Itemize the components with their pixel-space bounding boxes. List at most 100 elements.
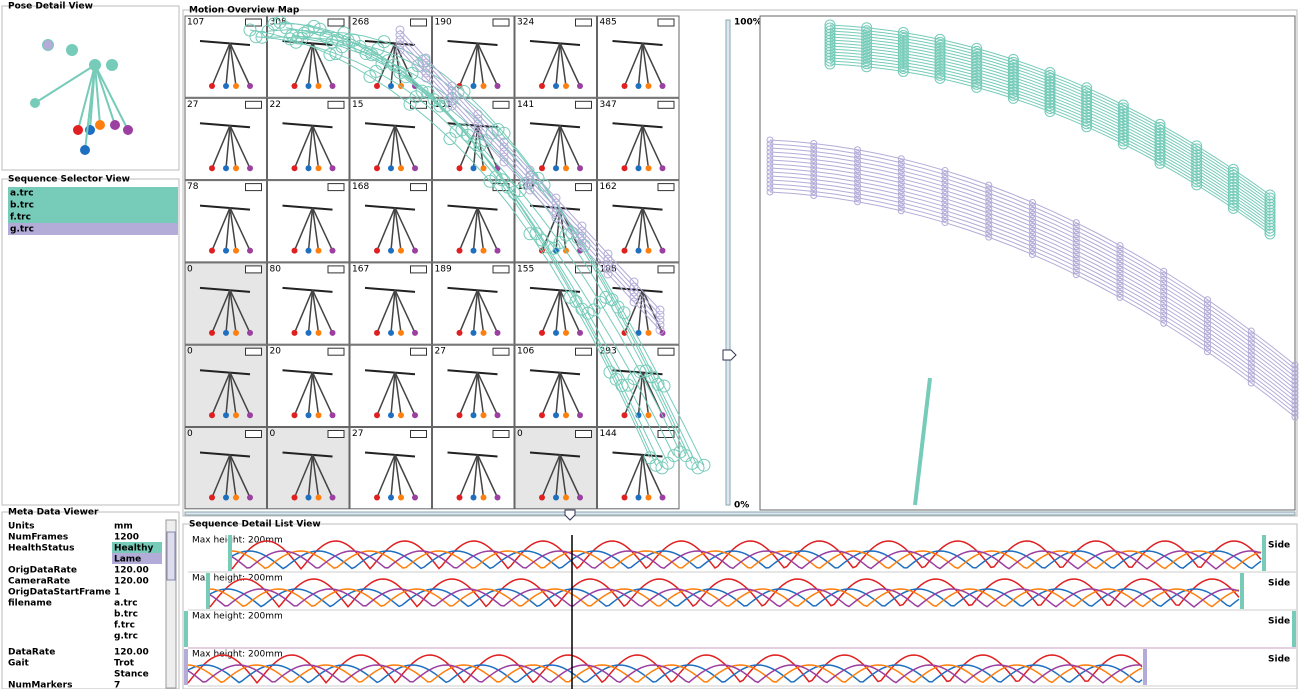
meta-value: Trot <box>114 659 135 669</box>
row-side: Side <box>1268 541 1290 551</box>
meta-key: OrigDataStartFrame <box>8 588 111 598</box>
cell-count: 0 <box>187 264 193 274</box>
skeleton-foot <box>374 495 380 501</box>
cell-count: 190 <box>435 18 452 28</box>
skeleton-foot <box>412 495 418 501</box>
skeleton-foot <box>481 330 487 336</box>
cell-indicator <box>576 431 592 438</box>
meta-value: Healthy <box>114 544 154 554</box>
skeleton-foot <box>412 248 418 254</box>
cell-indicator <box>411 19 427 26</box>
cell-count: 78 <box>187 182 199 192</box>
cell-count: 22 <box>270 100 281 110</box>
skeleton-foot <box>247 83 253 89</box>
cell-indicator <box>493 431 509 438</box>
cell-count: 162 <box>600 182 617 192</box>
cell-indicator <box>246 184 262 191</box>
pose-foot <box>30 98 40 108</box>
selector-item: g.trc <box>10 225 34 235</box>
skeleton-foot <box>209 248 215 254</box>
row-start-bar <box>184 611 188 647</box>
cell-count: 0 <box>187 347 193 357</box>
cell-indicator <box>328 348 344 355</box>
cell-indicator <box>328 101 344 108</box>
skeleton-foot <box>388 330 394 336</box>
skeleton-foot <box>316 165 322 171</box>
skeleton-foot <box>471 165 477 171</box>
cell-count: 27 <box>187 100 198 110</box>
skeleton-foot <box>306 330 312 336</box>
meta-value: f.trc <box>114 621 135 631</box>
skeleton-foot <box>233 165 239 171</box>
skeleton-foot <box>330 83 336 89</box>
cell-count: 27 <box>435 347 446 357</box>
meta-value: 120.00 <box>114 566 149 576</box>
skeleton-foot <box>398 330 404 336</box>
cell-indicator <box>328 266 344 273</box>
cell-indicator <box>328 431 344 438</box>
skeleton-foot <box>388 83 394 89</box>
skeleton-foot <box>622 248 628 254</box>
meta-key: filename <box>8 599 52 609</box>
skeleton-foot <box>306 165 312 171</box>
meta-key: NumMarkers <box>8 681 72 689</box>
skeleton-foot <box>457 495 463 501</box>
cell-count: 106 <box>517 347 534 357</box>
skeleton-foot <box>636 248 642 254</box>
row-start-bar <box>228 535 232 571</box>
skeleton-foot <box>636 165 642 171</box>
row-label: Max height: 200mm <box>192 650 283 660</box>
skeleton-foot <box>247 412 253 418</box>
skeleton-foot <box>553 495 559 501</box>
skeleton-foot <box>292 165 298 171</box>
skeleton-foot <box>471 330 477 336</box>
meta-value: b.trc <box>114 610 138 620</box>
cell-indicator <box>658 19 674 26</box>
cell-count: 167 <box>352 264 369 274</box>
skeleton-foot <box>388 248 394 254</box>
row-end-bar <box>1292 611 1296 647</box>
panel-border <box>2 6 179 170</box>
skeleton-foot <box>481 495 487 501</box>
skeleton-foot <box>209 330 215 336</box>
cell-indicator <box>493 348 509 355</box>
cell-count: 347 <box>600 100 617 110</box>
cell-count: 268 <box>352 18 369 28</box>
skeleton-foot <box>306 248 312 254</box>
cell-count: 168 <box>352 182 369 192</box>
skeleton-foot <box>457 412 463 418</box>
cell-count: 27 <box>352 429 363 439</box>
panel-border <box>183 524 1297 689</box>
skeleton-foot <box>223 330 229 336</box>
panel-title: Pose Detail View <box>8 2 93 12</box>
cell-indicator <box>658 184 674 191</box>
cell-indicator <box>576 348 592 355</box>
selector-item-bg[interactable] <box>8 211 178 223</box>
skeleton-foot <box>481 248 487 254</box>
skeleton-foot <box>553 330 559 336</box>
cell-count: 141 <box>517 100 534 110</box>
cell-indicator <box>328 184 344 191</box>
row-end-bar <box>1240 573 1244 609</box>
meta-value: Stance <box>114 670 149 680</box>
pose-limb <box>85 65 95 150</box>
skeleton-foot <box>388 165 394 171</box>
pose-joint <box>106 59 118 71</box>
slider-label: 100% <box>734 18 762 28</box>
meta-key: CameraRate <box>8 577 70 587</box>
cell-count: 0 <box>517 429 523 439</box>
skeleton-foot <box>646 412 652 418</box>
h-slider-thumb[interactable] <box>565 510 575 520</box>
slider-thumb[interactable] <box>723 350 736 360</box>
scroll-thumb[interactable] <box>167 532 175 580</box>
skeleton-foot <box>577 330 583 336</box>
skeleton-foot <box>539 495 545 501</box>
skeleton-foot <box>374 248 380 254</box>
skeleton-foot <box>306 83 312 89</box>
skeleton-foot <box>209 83 215 89</box>
cell-indicator <box>576 101 592 108</box>
skeleton-foot <box>577 495 583 501</box>
skeleton-foot <box>292 248 298 254</box>
selector-item: b.trc <box>10 201 34 211</box>
skeleton-foot <box>481 165 487 171</box>
